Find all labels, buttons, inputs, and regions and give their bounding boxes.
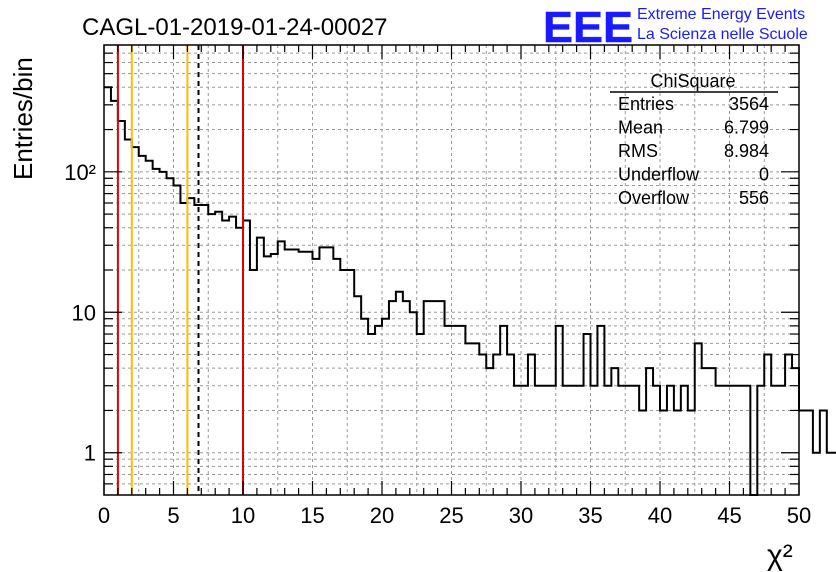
x-tick-labels: 0 5 10 15 20 25 30 35 40 45 50 xyxy=(98,503,811,528)
eee-logo-text: EEE xyxy=(543,3,633,52)
x-tick-label: 35 xyxy=(578,503,602,528)
stats-row-value: 8.984 xyxy=(724,141,769,161)
x-tick-label: 5 xyxy=(167,503,179,528)
x-tick-label: 10 xyxy=(231,503,255,528)
stats-row-label: Mean xyxy=(618,118,663,138)
stats-row-label: Entries xyxy=(618,94,674,114)
stats-row-value: 0 xyxy=(759,165,769,185)
stats-row-label: Overflow xyxy=(618,188,690,208)
org-name-line1: Extreme Energy Events xyxy=(637,6,805,23)
histogram-line xyxy=(104,86,836,496)
y-tick-label: 10² xyxy=(64,160,96,185)
org-name-line2: La Scienza nelle Scuole xyxy=(637,26,808,43)
x-tick-label: 45 xyxy=(717,503,741,528)
x-tick-label: 40 xyxy=(648,503,672,528)
x-tick-label: 25 xyxy=(439,503,463,528)
plot-title: CAGL-01-2019-01-24-00027 xyxy=(82,14,388,41)
x-tick-label: 30 xyxy=(509,503,533,528)
x-tick-label: 0 xyxy=(98,503,110,528)
y-tick-label: 1 xyxy=(84,441,96,466)
stats-row-value: 6.799 xyxy=(724,118,769,138)
y-axis-label: Entries/bin xyxy=(8,57,38,180)
y-tick-label: 10 xyxy=(72,300,96,325)
x-tick-label: 50 xyxy=(787,503,811,528)
stats-row-value: 3564 xyxy=(729,94,769,114)
y-tick-labels: 1 10 10² xyxy=(64,160,96,466)
eee-logo: EEE Extreme Energy Events La Scienza nel… xyxy=(543,3,808,53)
reference-lines xyxy=(116,45,244,495)
stats-row-label: RMS xyxy=(618,141,658,161)
stats-row-label: Underflow xyxy=(618,165,700,185)
axis-ticks xyxy=(103,45,800,495)
grid xyxy=(104,45,799,495)
stats-title: ChiSquare xyxy=(650,71,735,91)
x-tick-label: 20 xyxy=(370,503,394,528)
stats-box: ChiSquare Entries 3564 Mean 6.799 RMS 8.984 Un… xyxy=(610,71,778,208)
x-axis-label: χ² xyxy=(767,539,793,572)
stats-row-value: 556 xyxy=(739,188,769,208)
x-tick-label: 15 xyxy=(300,503,324,528)
